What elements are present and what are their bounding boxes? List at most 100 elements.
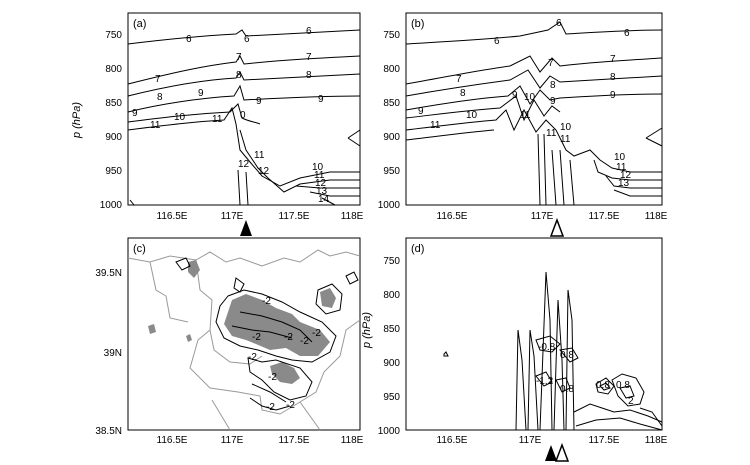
y-tick: 750 bbox=[383, 30, 400, 41]
contour-label: 11 bbox=[560, 134, 571, 145]
contour-label: -2 bbox=[266, 402, 275, 413]
contour-label: 13 bbox=[316, 186, 328, 197]
contour-label: 11 bbox=[520, 110, 531, 121]
panel-b-contours bbox=[405, 21, 663, 206]
panel-a: (a) p (hPa) 750 800 850 900 950 1000 116… bbox=[71, 12, 364, 236]
contour-label: 9 bbox=[256, 96, 262, 107]
contour-label: -1.2 bbox=[536, 376, 554, 387]
panel-d-contour-labels: -0.8 0.8 -1.2 0.8 0.8 0.8 2 bbox=[536, 342, 634, 407]
panel-a-contour-labels: 6 6 6 7 7 7 8 8 8 9 9 9 9 10 11 11 0 11 … bbox=[132, 26, 330, 205]
x-tick: 116.5E bbox=[437, 435, 468, 446]
contour-label: 9 bbox=[132, 108, 138, 119]
contour-label: 12 bbox=[315, 178, 327, 189]
contour-label: 10 bbox=[174, 112, 186, 123]
contour-label: 11 bbox=[616, 162, 627, 173]
contour-label: 8 bbox=[610, 72, 616, 83]
contour-label: 9 bbox=[418, 106, 424, 117]
panel-a-label: (a) bbox=[133, 18, 146, 30]
x-tick: 117.5E bbox=[279, 435, 310, 446]
contour-label: 0.8 bbox=[560, 384, 574, 395]
contour-label: 7 bbox=[548, 58, 554, 69]
panel-d-frame bbox=[405, 237, 663, 431]
panel-a-ylabel: p (hPa) bbox=[71, 102, 83, 139]
location-marker-open-icon bbox=[554, 442, 570, 462]
panel-b-label: (b) bbox=[411, 18, 424, 30]
location-marker-filled-icon bbox=[240, 220, 252, 236]
panel-a-frame bbox=[127, 12, 361, 206]
contour-label: 8 bbox=[306, 70, 312, 81]
panel-a-contours bbox=[127, 29, 361, 206]
contour-label: 8 bbox=[157, 92, 163, 103]
contour-label: 6 bbox=[244, 34, 250, 45]
contour-label: 7 bbox=[456, 74, 462, 85]
panel-d-contours bbox=[443, 271, 663, 431]
contour-label: 11 bbox=[430, 120, 441, 131]
x-tick: 117E bbox=[519, 435, 542, 446]
x-tick: 118E bbox=[341, 211, 364, 222]
x-tick: 116.5E bbox=[437, 211, 468, 222]
panel-c-contours bbox=[175, 257, 359, 411]
contour-label: 10 bbox=[614, 152, 626, 163]
x-tick: 117E bbox=[531, 211, 554, 222]
contour-label: 6 bbox=[306, 26, 312, 37]
panel-c-frame bbox=[127, 237, 361, 431]
panel-a-yticks: 750 800 850 900 950 1000 bbox=[100, 30, 123, 211]
y-tick: 850 bbox=[383, 98, 400, 109]
panel-a-xticks: 116.5E 117E 117.5E 118E bbox=[157, 211, 364, 222]
contour-label: 7 bbox=[306, 52, 312, 63]
contour-label: -2 bbox=[252, 332, 261, 343]
panel-d-yticks: 750 800 850 900 950 1000 bbox=[378, 256, 401, 437]
contour-label: -0.8 bbox=[538, 342, 556, 353]
panel-c-label: (c) bbox=[133, 243, 146, 255]
x-tick: 116.5E bbox=[157, 435, 188, 446]
y-tick: 950 bbox=[383, 392, 400, 403]
contour-label: 2 bbox=[628, 396, 634, 407]
y-tick: 39N bbox=[104, 348, 122, 359]
panel-b-contour-labels: 6 6 6 7 7 7 8 8 8 9 9 9 9 10 10 11 11 11… bbox=[418, 18, 632, 189]
y-tick: 750 bbox=[105, 30, 122, 41]
contour-label: 9 bbox=[512, 90, 518, 101]
contour-label: 0.8 bbox=[596, 380, 610, 391]
y-tick: 39.5N bbox=[95, 268, 122, 279]
x-tick: 117.5E bbox=[279, 211, 310, 222]
contour-label: 0.8 bbox=[616, 380, 630, 391]
contour-label: 11 bbox=[314, 170, 325, 181]
contour-label: 9 bbox=[198, 88, 204, 99]
contour-label: 12 bbox=[258, 166, 270, 177]
y-tick: 900 bbox=[383, 132, 400, 143]
y-tick: 900 bbox=[383, 358, 400, 369]
contour-label: 11 bbox=[254, 150, 265, 161]
contour-label: 11 bbox=[212, 114, 223, 125]
panel-d-label: (d) bbox=[411, 243, 424, 255]
y-tick: 850 bbox=[383, 324, 400, 335]
panel-b: (b) 750 800 850 900 950 1000 116.5E 117E… bbox=[378, 12, 668, 237]
x-tick: 117E bbox=[221, 435, 244, 446]
contour-label: -2 bbox=[284, 332, 293, 343]
contour-label: -2 bbox=[300, 336, 309, 347]
contour-label: -2 bbox=[248, 352, 257, 363]
contour-label: 9 bbox=[610, 90, 616, 101]
y-tick: 1000 bbox=[378, 426, 401, 437]
y-tick: 800 bbox=[105, 64, 122, 75]
y-tick: 800 bbox=[383, 64, 400, 75]
panel-c-boundaries bbox=[127, 249, 361, 431]
contour-label: 14 bbox=[318, 194, 330, 205]
contour-label: 6 bbox=[624, 28, 630, 39]
contour-label: -2 bbox=[312, 328, 321, 339]
contour-label: 12 bbox=[620, 170, 632, 181]
x-tick: 116.5E bbox=[157, 211, 188, 222]
x-tick: 117E bbox=[221, 211, 244, 222]
contour-label: 7 bbox=[236, 52, 242, 63]
panel-b-yticks: 750 800 850 900 950 1000 bbox=[378, 30, 401, 211]
y-tick: 950 bbox=[105, 166, 122, 177]
y-tick: 900 bbox=[105, 132, 122, 143]
panel-d-ylabel: p (hPa) bbox=[361, 312, 373, 349]
contour-label: 6 bbox=[186, 34, 192, 45]
panel-c: (c) 39.5N 39N 38.5N 116.5E 117E 117.5E 1… bbox=[95, 237, 364, 446]
panel-d-xticks: 116.5E 117E 117.5E 118E bbox=[437, 435, 668, 446]
x-tick: 118E bbox=[341, 435, 364, 446]
contour-label: 7 bbox=[155, 74, 161, 85]
contour-label: -2 bbox=[268, 372, 277, 383]
panel-b-frame bbox=[405, 12, 663, 206]
contour-label: 7 bbox=[610, 54, 616, 65]
